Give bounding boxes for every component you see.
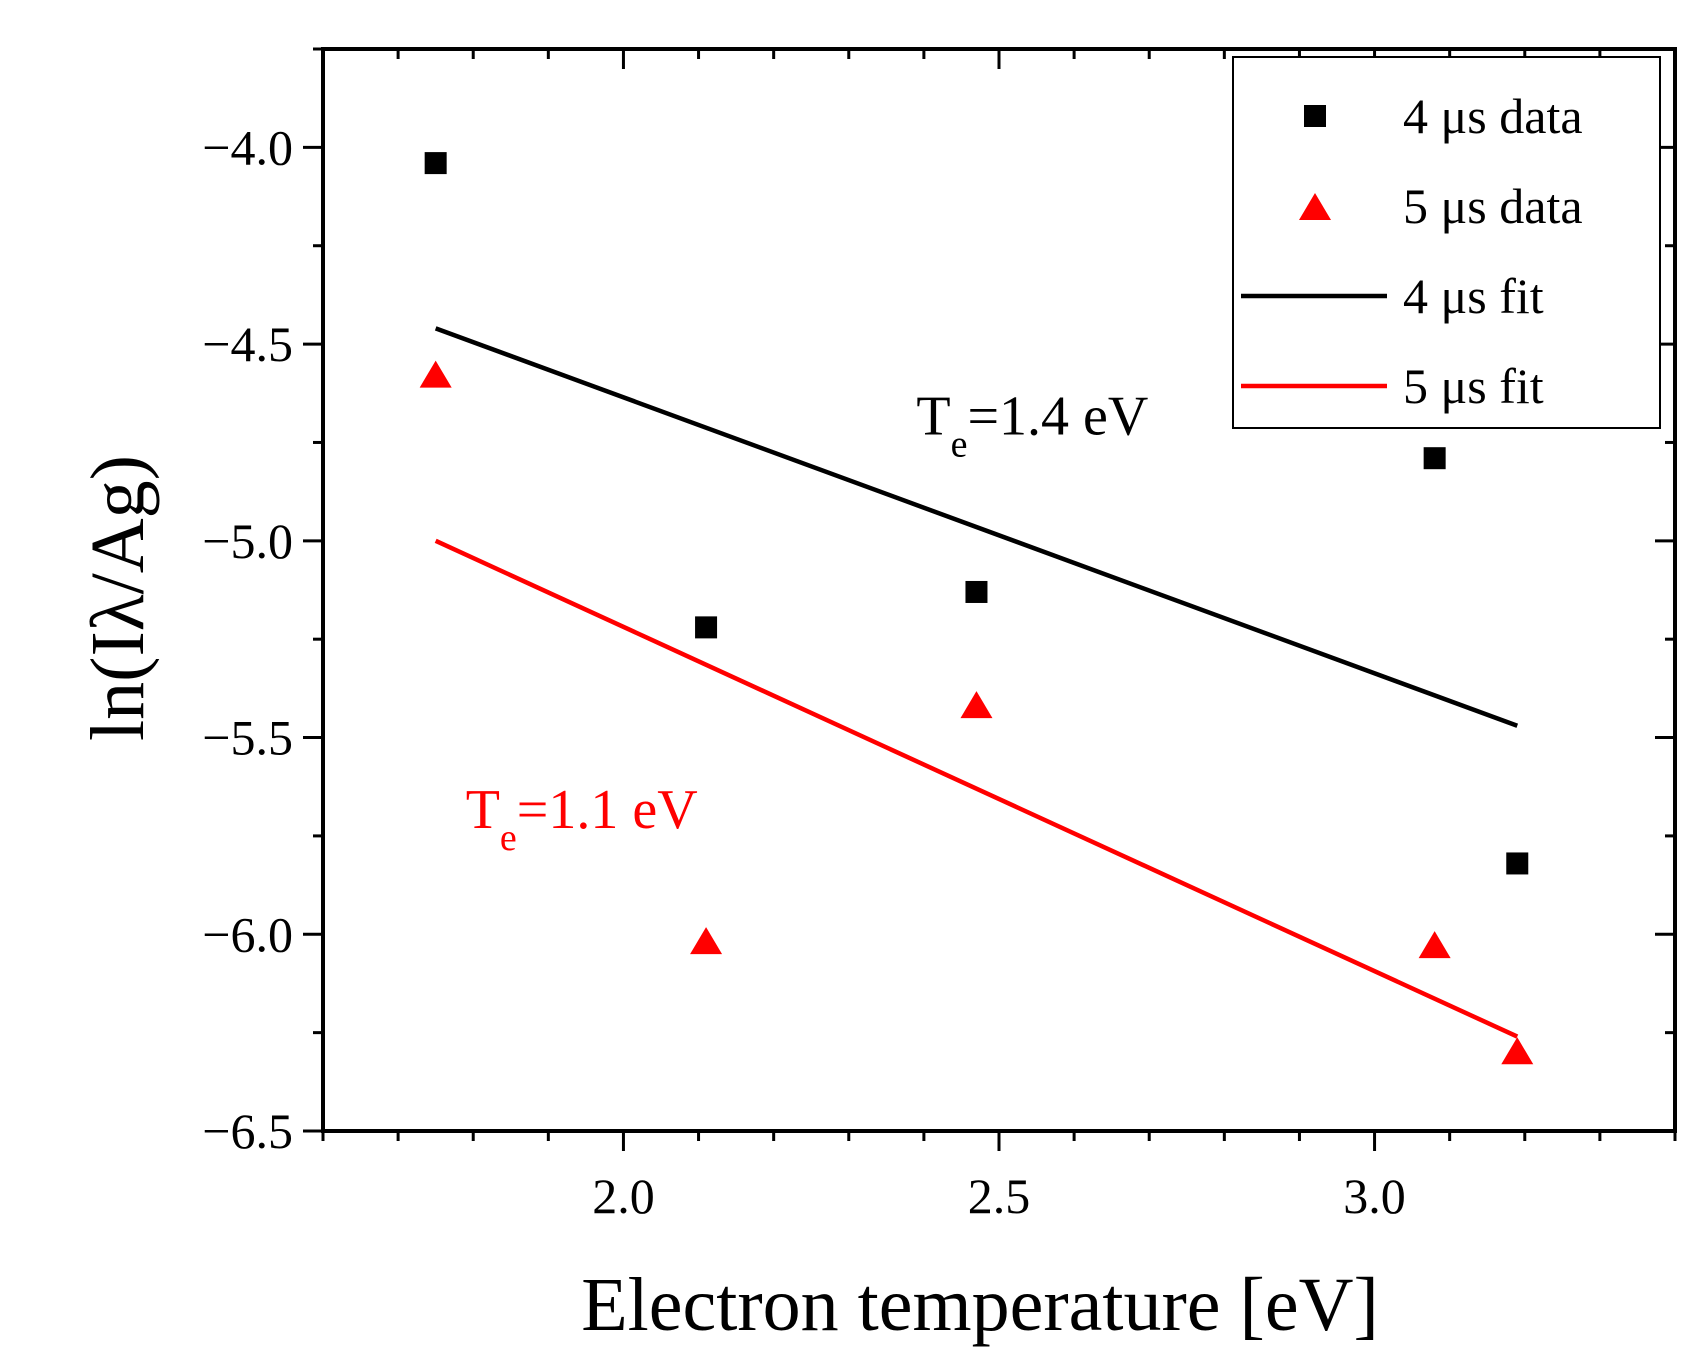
4-us-data-point-2	[695, 616, 718, 639]
y-tick-label: −5.0	[202, 513, 293, 569]
y-tick-label: −6.5	[202, 1103, 293, 1159]
legend: 4 μs data 5 μs data 4 μs fit 5 μs fit	[1232, 56, 1661, 429]
annotation-5us: Te=1.1 eV	[466, 779, 698, 859]
y-tick-label: −5.5	[202, 710, 293, 766]
axes: 2.0 2.5 3.0 −4.0 −4.5 −5.0 −5.5 −6.0 −6.5	[202, 47, 1677, 1224]
5-us-data-point-3	[960, 691, 993, 719]
y-axis-title: ln(Iλ/Ag)	[76, 455, 160, 741]
legend-5-us-data-label: 5 μs data	[1403, 178, 1583, 234]
4-us-fit-line	[434, 326, 1519, 728]
data-markers	[419, 152, 1534, 1065]
x-axis-title: Electron temperature [eV]	[581, 1263, 1379, 1347]
x-tick-label: 2.5	[968, 1168, 1031, 1224]
legend-4-us-fit-label: 4 μs fit	[1403, 268, 1544, 324]
annotations: Te=1.4 eV Te=1.1 eV	[466, 386, 1149, 859]
x-tick-label: 3.0	[1343, 1168, 1406, 1224]
5-us-data-point-2	[690, 927, 723, 955]
fit-lines	[434, 326, 1519, 1039]
y-tick-label: −6.0	[202, 906, 293, 962]
x-tick-label: 2.0	[592, 1168, 655, 1224]
5-us-data-point-5	[1501, 1037, 1534, 1065]
5-us-data-point-1	[419, 360, 452, 388]
legend-4-us-data-symbol	[1304, 105, 1326, 127]
annotation-4us: Te=1.4 eV	[916, 386, 1148, 466]
y-tick-label: −4.0	[202, 119, 293, 175]
4-us-data-point-1	[424, 152, 447, 175]
5-us-fit-line	[434, 538, 1519, 1039]
legend-5-us-fit-label: 5 μs fit	[1403, 358, 1544, 414]
4-us-data-point-5	[1506, 852, 1529, 875]
4-us-data-point-3	[965, 580, 988, 603]
legend-5-us-data-symbol	[1299, 193, 1331, 220]
y-tick-label: −4.5	[202, 316, 293, 372]
legend-4-us-data-label: 4 μs data	[1403, 88, 1583, 144]
5-us-data-point-4	[1418, 931, 1451, 959]
4-us-data-point-4	[1423, 447, 1446, 470]
